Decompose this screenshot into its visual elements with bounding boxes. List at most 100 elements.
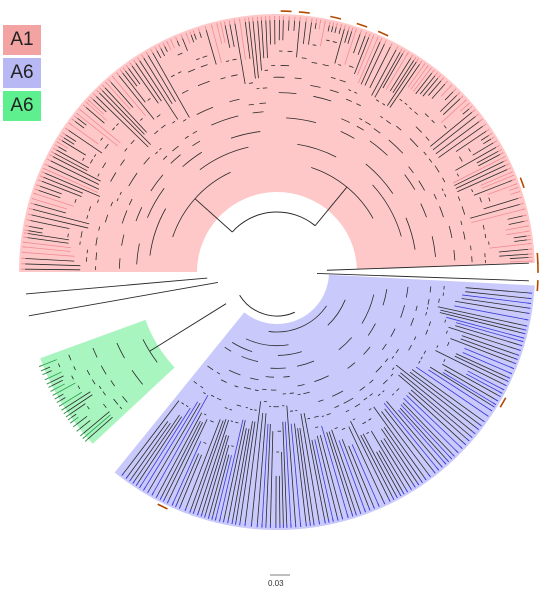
tip-label xyxy=(341,515,344,520)
branch-arc xyxy=(113,398,119,405)
branch-arc xyxy=(433,193,437,200)
branch-arc xyxy=(116,123,119,126)
branch xyxy=(30,220,70,230)
branch-arc xyxy=(150,174,164,192)
branch-arc xyxy=(396,125,402,131)
branch xyxy=(409,371,479,424)
tip-label xyxy=(405,488,409,493)
tip-label xyxy=(211,515,214,520)
tip-label xyxy=(371,34,375,39)
tip-label xyxy=(465,437,470,442)
branch xyxy=(348,426,384,501)
branch-arc xyxy=(431,119,435,124)
branch-arc xyxy=(444,193,447,197)
branch xyxy=(127,421,169,476)
tip-label xyxy=(524,318,529,321)
highlight-bracket xyxy=(356,22,368,28)
tip-label xyxy=(133,59,137,64)
branch xyxy=(252,21,259,79)
branch xyxy=(270,431,274,524)
tip-label xyxy=(488,408,493,412)
branch-arc xyxy=(425,136,430,141)
branch-arc xyxy=(314,415,319,418)
branch xyxy=(43,176,84,194)
branch-arc xyxy=(409,138,419,148)
tree-tips xyxy=(21,16,533,528)
branch xyxy=(261,20,265,59)
branch-arc xyxy=(352,418,356,421)
branch-arc xyxy=(234,385,239,388)
branch xyxy=(37,194,74,207)
clade-a1b-stem xyxy=(314,186,348,226)
branch-arc xyxy=(361,294,375,324)
branch-arc xyxy=(82,157,85,161)
branch-arc xyxy=(367,323,376,336)
branch-arc xyxy=(122,396,128,403)
branch xyxy=(354,37,370,75)
tip-label xyxy=(41,171,46,174)
branch xyxy=(383,438,414,485)
branch-arc xyxy=(248,103,255,106)
branch-arc xyxy=(363,346,371,355)
branch-arc xyxy=(345,409,350,413)
branch xyxy=(104,87,147,133)
tip-label xyxy=(47,158,52,162)
tip-label xyxy=(511,178,516,181)
tip-label xyxy=(387,497,391,502)
branch-arc xyxy=(332,390,344,397)
branch-arc xyxy=(373,128,381,134)
branch-arc xyxy=(329,89,339,94)
branch-arc xyxy=(311,61,318,64)
branch-arc xyxy=(458,156,463,162)
tip-label xyxy=(37,179,43,182)
branch xyxy=(441,102,464,123)
branch xyxy=(308,22,312,45)
tip-label xyxy=(58,403,63,407)
branch xyxy=(369,46,391,89)
tip-label xyxy=(129,477,133,482)
branch-arc xyxy=(420,356,423,360)
branch xyxy=(455,147,497,171)
tip-label xyxy=(384,40,387,45)
branch xyxy=(410,68,427,90)
tip-label xyxy=(79,432,84,437)
tip-label xyxy=(410,54,414,59)
branch-arc xyxy=(391,367,395,371)
tip-label xyxy=(416,481,420,486)
tip-label xyxy=(48,385,53,388)
branch xyxy=(261,423,269,524)
branch xyxy=(164,422,203,499)
branch-arc xyxy=(67,233,69,238)
branch xyxy=(101,90,145,135)
branch xyxy=(131,65,159,104)
tip-label xyxy=(67,417,72,421)
branch xyxy=(471,209,522,223)
branch-arc xyxy=(71,375,74,380)
tip-label xyxy=(56,141,61,145)
tip-label xyxy=(223,21,226,26)
branch-arc xyxy=(362,421,367,425)
branch-arc xyxy=(460,220,463,226)
branch-arc xyxy=(438,298,440,303)
branch-arc xyxy=(121,234,125,246)
branch-arc xyxy=(307,417,311,420)
branch xyxy=(398,374,470,436)
branch xyxy=(389,58,412,92)
tip-label xyxy=(377,502,380,507)
branch-arc xyxy=(343,397,354,404)
tip-label xyxy=(451,453,455,457)
tip-label xyxy=(526,238,531,241)
branch-arc xyxy=(229,408,233,411)
branch-arc xyxy=(230,131,261,139)
tip-label xyxy=(132,479,136,484)
branch-arc xyxy=(147,98,151,101)
branch xyxy=(79,115,119,147)
branch-arc xyxy=(413,336,417,341)
branch-arc xyxy=(382,379,388,385)
tip-label xyxy=(398,492,402,497)
branch xyxy=(326,432,353,513)
branch xyxy=(92,99,107,113)
tip-label xyxy=(219,517,221,522)
tip-label xyxy=(101,84,106,89)
branch xyxy=(412,70,430,93)
